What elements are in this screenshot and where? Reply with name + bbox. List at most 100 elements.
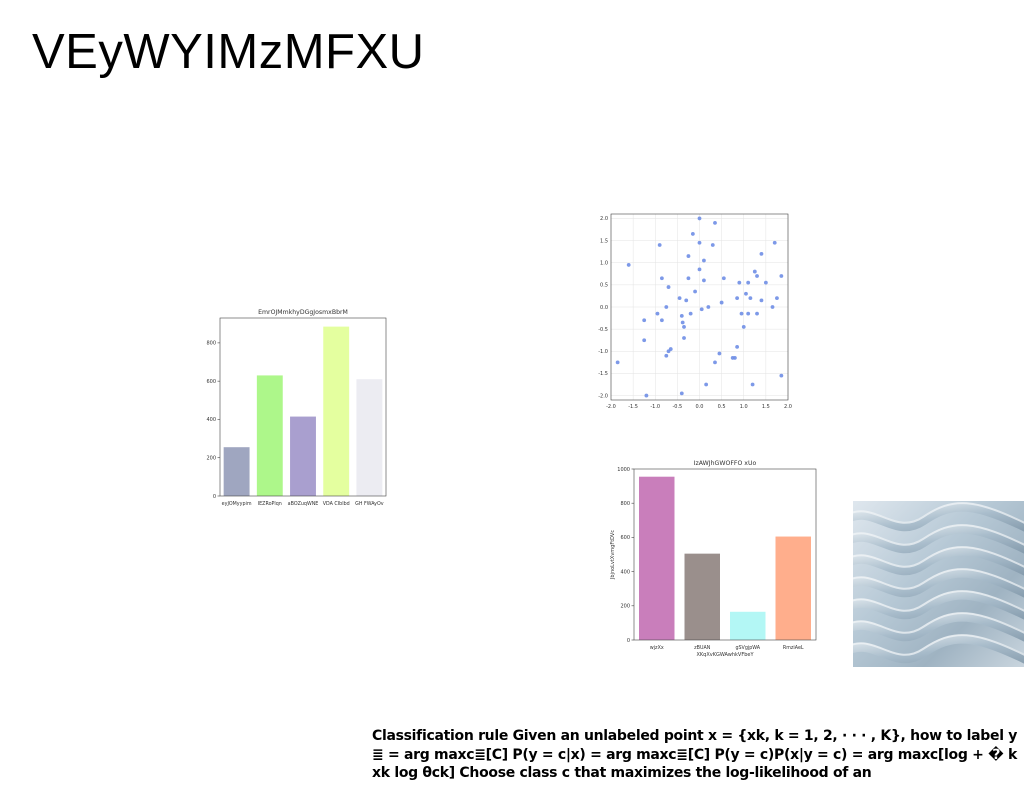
bar2-bar-0 (639, 476, 675, 640)
scatter-point-47 (744, 291, 748, 296)
scatter-xtick-8: 2.0 (784, 404, 792, 410)
scatter-point-24 (690, 232, 695, 236)
bar1-bar-1 (256, 375, 283, 496)
scatter-point-58 (770, 305, 775, 309)
bar1-ytick-2: 400 (206, 417, 216, 423)
bar1-bar-2 (290, 416, 316, 496)
classification-rule-text: Classification rule Given an unlabeled p… (372, 728, 1018, 781)
bar2-xtick-3: RmziAeL (783, 645, 804, 651)
bar1-xtick-2: aBOZuqWNE (288, 501, 319, 507)
bar2-bar-3 (775, 536, 811, 640)
scatter-point-39 (721, 276, 726, 281)
scatter-point-11 (666, 285, 671, 289)
scatter-point-46 (741, 325, 746, 329)
scatter-point-61 (779, 274, 784, 278)
scatter-ytick-5: -0.5 (598, 327, 608, 333)
scatter-point-3 (642, 338, 647, 343)
scatter-point-13 (668, 347, 673, 351)
bar1-xtick-4: GH FWAyOv (355, 501, 384, 507)
bar2-ytick-0: 0 (627, 638, 630, 644)
scatter-point-30 (702, 258, 706, 263)
scatter-point-6 (657, 243, 662, 247)
scatter-point-55 (759, 298, 764, 303)
scatter-xtick-2: -1.0 (650, 404, 660, 410)
scatter-point-25 (693, 289, 697, 294)
bar2-ytick-2: 400 (620, 569, 630, 575)
bar2-ytick-4: 800 (620, 501, 630, 507)
scatter-point-5 (655, 311, 660, 316)
scatter-point-29 (699, 307, 704, 312)
scatter-point-2 (642, 318, 647, 323)
bar1-xtick-3: VDA CIbIbd (323, 501, 350, 507)
bar1-bar-4 (356, 379, 383, 496)
scatter-point-59 (772, 240, 777, 245)
scatter-point-10 (664, 353, 669, 358)
scatter-xtick-3: -0.5 (672, 404, 682, 410)
bar2-ytick-5: 1000 (617, 467, 630, 473)
bar2-ytick-1: 200 (620, 604, 630, 610)
bar2-xtick-0: wjzXx (650, 645, 664, 651)
scatter-point-32 (704, 382, 709, 387)
scatter-point-44 (737, 280, 742, 285)
scatter-xtick-4: 0.0 (696, 404, 704, 410)
bar1-ytick-0: 0 (213, 494, 216, 500)
scatter-point-31 (702, 278, 706, 283)
bar1-frame (219, 317, 387, 497)
bar1-xtick-1: IEZRoPlqn (258, 501, 282, 507)
bar1-xtick-0: eyJOMyypim (222, 501, 252, 507)
scatter-point-60 (775, 296, 779, 301)
scatter-point-42 (735, 344, 740, 349)
bar1-ytick-1: 200 (206, 456, 216, 462)
bar2-frame (633, 468, 817, 641)
bar1-ytick-3: 600 (206, 379, 216, 385)
scatter-point-0 (615, 360, 620, 365)
scatter-point-4 (644, 393, 649, 398)
scatter-point-48 (746, 280, 751, 285)
scatter-point-8 (659, 318, 664, 323)
scatter-point-43 (735, 296, 740, 301)
bar2-ytick-3: 600 (620, 535, 630, 541)
bar2-bar-1 (684, 553, 720, 640)
scatter-point-41 (733, 356, 737, 360)
bar1-bar-0 (223, 447, 250, 496)
scatter-plot-svg: -2.0 -1.5 -1.0 -0.5 0.0 0.5 1.0 1.5 2.0 2.0 1.5 1.0… (598, 213, 792, 410)
bar-chart-right-svg: IzAWJhGWOFFO xUo wjzXx zBUAN gSVgjpWA RmziAe… (610, 460, 817, 658)
scatter-ytick-1: 1.5 (600, 238, 608, 244)
scatter-point-18 (682, 325, 686, 329)
scatter-ytick-2: 1.0 (600, 261, 608, 267)
scatter-point-7 (659, 276, 664, 281)
bar2-bar-2 (730, 611, 766, 640)
scatter-point-28 (697, 267, 702, 272)
scatter-xtick-0: -2.0 (606, 404, 616, 410)
bar1-bar-3 (323, 326, 350, 496)
scatter-point-33 (706, 305, 711, 309)
scatter-point-23 (688, 311, 693, 316)
scatter-plot: -2.0 -1.5 -1.0 -0.5 0.0 0.5 1.0 1.5 2.0 2.0 1.5 1.0… (590, 210, 795, 410)
bar2-xtick-1: zBUAN (694, 645, 711, 651)
bar-chart-right: IzAWJhGWOFFO xUo wjzXx zBUAN gSVgjpWA RmziAe… (606, 455, 822, 665)
scatter-point-38 (719, 300, 724, 305)
scatter-point-50 (748, 296, 753, 301)
scatter-xtick-6: 1.0 (740, 404, 748, 410)
scatter-point-19 (682, 336, 686, 340)
scatter-xtick-1: -1.5 (628, 404, 638, 410)
scatter-point-45 (739, 311, 744, 316)
scatter-ytick-3: 0.5 (600, 283, 608, 289)
wave-pattern-graphic (853, 502, 1024, 664)
scatter-ytick-8: -2.0 (598, 393, 608, 399)
scatter-point-27 (697, 240, 702, 245)
scatter-point-53 (755, 274, 759, 278)
scatter-point-14 (677, 296, 682, 301)
scatter-point-36 (713, 360, 717, 365)
bar2-title: IzAWJhGWOFFO xUo (694, 460, 757, 467)
scatter-point-17 (680, 320, 685, 325)
scatter-point-37 (717, 351, 722, 356)
scatter-point-51 (750, 382, 755, 387)
bar2-xtick-2: gSVgjpWA (735, 645, 760, 651)
scatter-point-35 (713, 220, 717, 225)
scatter-ytick-6: -1.0 (598, 349, 608, 355)
slide-title: VEyWYIMzMFXU (32, 25, 425, 79)
scatter-xtick-5: 0.5 (718, 404, 726, 410)
scatter-point-54 (755, 311, 759, 316)
scatter-point-1 (626, 263, 631, 267)
